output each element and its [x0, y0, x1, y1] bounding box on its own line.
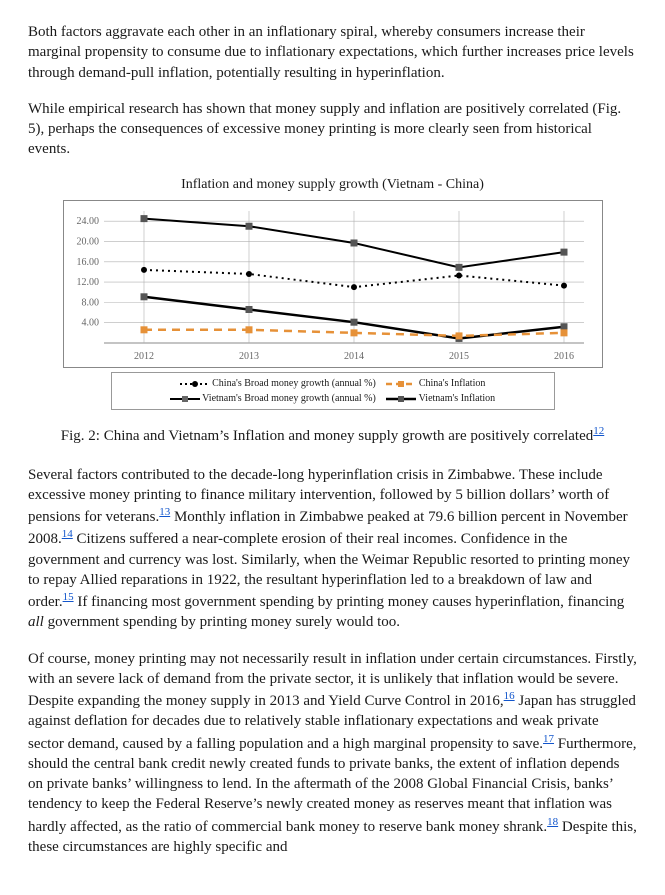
chart-svg: 4.00 8.00 12.00 16.00 20.00 24.00 2012 2013 2014… — [66, 205, 594, 363]
footnote-link-17[interactable]: 17 — [543, 733, 554, 745]
legend-label: Vietnam's Inflation — [419, 393, 495, 404]
svg-text:2014: 2014 — [344, 351, 364, 362]
footnote-link-15[interactable]: 15 — [63, 591, 74, 603]
legend-label: Vietnam's Broad money growth (annual %) — [202, 393, 376, 404]
svg-text:4.00: 4.00 — [81, 318, 99, 329]
legend-item: China's Broad money growth (annual %) — [180, 376, 376, 391]
svg-text:20.00: 20.00 — [76, 237, 99, 248]
paragraph-3: Several factors contributed to the decad… — [28, 465, 637, 633]
chart-legend: China's Broad money growth (annual %) Ch… — [111, 372, 555, 410]
chart-container: Inflation and money supply growth (Vietn… — [63, 176, 603, 411]
paragraph-4: Of course, money printing may not necess… — [28, 649, 637, 858]
paragraph-2: While empirical research has shown that … — [28, 99, 637, 160]
svg-text:8.00: 8.00 — [81, 298, 99, 309]
footnote-link-13[interactable]: 13 — [159, 506, 170, 518]
chart-plot-area: 4.00 8.00 12.00 16.00 20.00 24.00 2012 2013 2014… — [63, 200, 603, 368]
legend-label: China's Broad money growth (annual %) — [212, 378, 376, 389]
footnote-link-18[interactable]: 18 — [547, 816, 558, 828]
legend-item: Vietnam's Inflation — [386, 391, 495, 406]
legend-label: China's Inflation — [419, 378, 486, 389]
paragraph-1: Both factors aggravate each other in an … — [28, 22, 637, 83]
legend-item: China's Inflation — [386, 376, 485, 391]
footnote-link-12[interactable]: 12 — [593, 425, 604, 437]
chart-title: Inflation and money supply growth (Vietn… — [63, 176, 603, 195]
svg-text:2013: 2013 — [239, 351, 259, 362]
figure-caption: Fig. 2: China and Vietnam’s Inflation an… — [28, 424, 637, 446]
svg-text:12.00: 12.00 — [76, 277, 99, 288]
svg-text:2012: 2012 — [134, 351, 154, 362]
svg-text:24.00: 24.00 — [76, 217, 99, 228]
footnote-link-16[interactable]: 16 — [504, 690, 515, 702]
svg-text:2016: 2016 — [554, 351, 574, 362]
svg-text:16.00: 16.00 — [76, 257, 99, 268]
footnote-link-14[interactable]: 14 — [62, 528, 73, 540]
svg-text:2015: 2015 — [449, 351, 469, 362]
legend-item: Vietnam's Broad money growth (annual %) — [170, 391, 376, 406]
